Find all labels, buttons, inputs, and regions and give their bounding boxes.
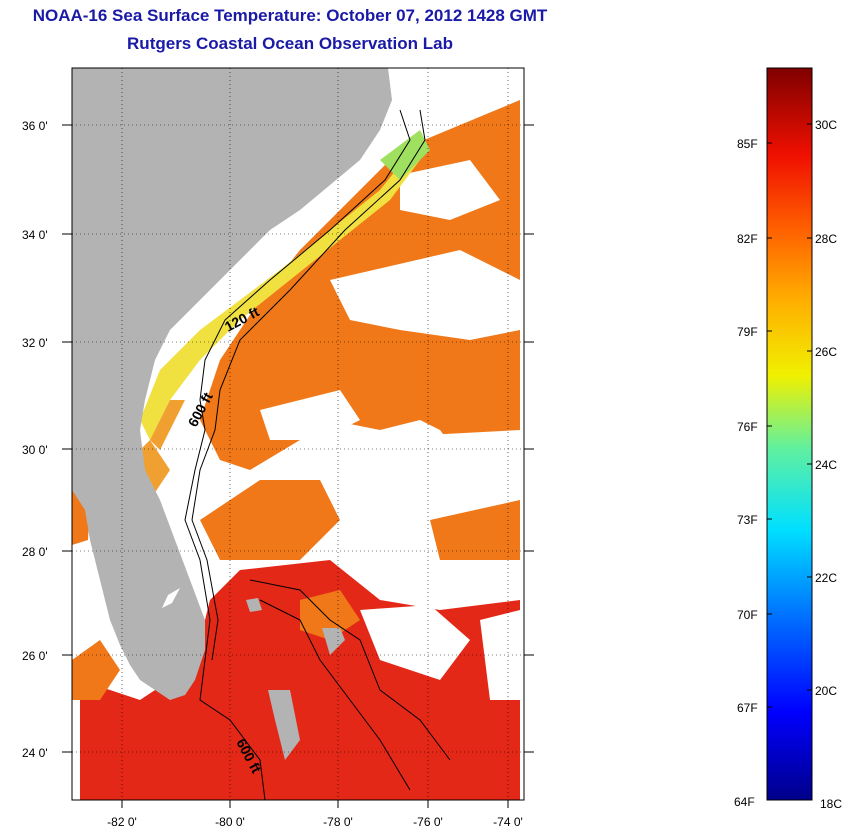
colorbar-f-label: 76F <box>737 420 758 434</box>
map-plot-area <box>72 68 524 800</box>
colorbar-c-label: 22C <box>815 571 837 585</box>
lon-tick-label: -82 0' <box>107 815 137 829</box>
isobath-contours <box>184 109 451 800</box>
lat-tick-label: 34 0' <box>22 228 48 242</box>
sst-field <box>72 100 520 800</box>
colorbar-c-label: 28C <box>815 232 837 246</box>
lat-tick-label: 32 0' <box>22 336 48 350</box>
land <box>72 68 392 760</box>
lon-tick-label: -78 0' <box>323 815 353 829</box>
axis-ticks <box>62 124 534 808</box>
map-title: NOAA-16 Sea Surface Temperature: October… <box>32 6 548 25</box>
colorbar-gradient <box>766 67 813 801</box>
lon-tick-labels: -82 0' -80 0' -78 0' -76 0' -74 0' <box>107 815 523 829</box>
map-frame <box>71 67 525 801</box>
colorbar-f-label: 79F <box>737 325 758 339</box>
lon-tick-label: -76 0' <box>413 815 443 829</box>
colorbar-f-label: 70F <box>737 608 758 622</box>
colorbar-f-label: 82F <box>737 232 758 246</box>
colorbar-f-label: 85F <box>737 137 758 151</box>
lat-tick-label: 28 0' <box>22 545 48 559</box>
colorbar-c-label: 30C <box>815 118 837 132</box>
lat-tick-label: 24 0' <box>22 746 48 760</box>
colorbar-ticks <box>767 123 812 708</box>
lat-tick-label: 36 0' <box>22 119 48 133</box>
colorbar-f-label: 73F <box>737 513 758 527</box>
lat-tick-labels: 36 0' 34 0' 32 0' 30 0' 28 0' 26 0' 24 0… <box>22 119 48 760</box>
colorbar-c-label: 20C <box>815 684 837 698</box>
lat-tick-label: 30 0' <box>22 443 48 457</box>
colorbar-c-label: 26C <box>815 345 837 359</box>
colorbar-c-label: 24C <box>815 458 837 472</box>
lon-tick-label: -74 0' <box>493 815 523 829</box>
colorbar-f-label: 64F <box>734 795 755 809</box>
colorbar-c-label: 18C <box>820 797 842 811</box>
colorbar: 85F 82F 79F 76F 73F 70F 67F 64F 30C 28C … <box>734 67 842 811</box>
map-subtitle: Rutgers Coastal Ocean Observation Lab <box>127 34 453 53</box>
colorbar-f-label: 67F <box>737 701 758 715</box>
lon-tick-label: -80 0' <box>215 815 245 829</box>
graticule <box>72 68 524 800</box>
lat-tick-label: 26 0' <box>22 649 48 663</box>
